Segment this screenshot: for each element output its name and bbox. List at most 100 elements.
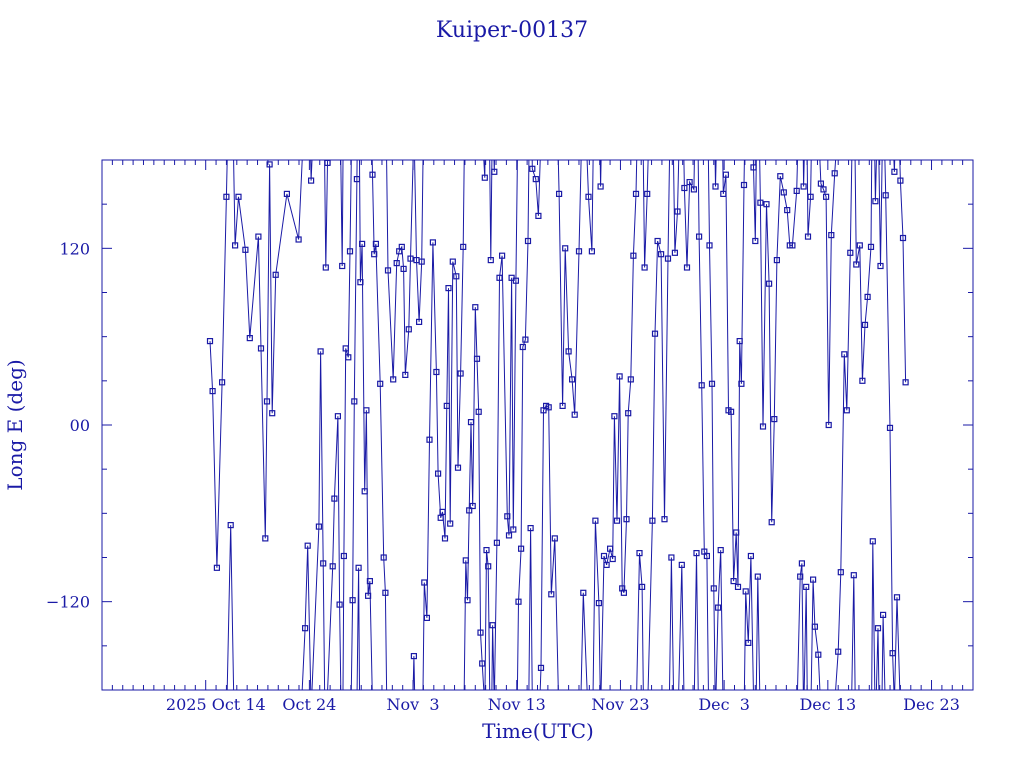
- data-point: [402, 371, 409, 378]
- data-point: [410, 652, 417, 660]
- data-point: [882, 192, 889, 199]
- data-point: [257, 345, 265, 352]
- data-point: [473, 355, 481, 362]
- data-point: [864, 293, 871, 300]
- data-point: [733, 529, 740, 536]
- data-point: [661, 516, 668, 523]
- data-point: [807, 193, 814, 200]
- data-point: [235, 193, 242, 200]
- data-point: [491, 168, 498, 175]
- data-point: [620, 589, 628, 596]
- data-point: [329, 563, 336, 570]
- data-point: [377, 380, 384, 387]
- x-tick-label: Nov 13: [488, 695, 546, 714]
- data-point: [295, 236, 302, 243]
- data-point: [831, 170, 838, 177]
- data-point: [209, 388, 216, 395]
- data-point: [706, 242, 713, 249]
- data-point: [797, 573, 804, 580]
- data-point: [283, 190, 290, 197]
- data-point: [886, 424, 894, 431]
- data-point: [302, 625, 309, 632]
- data-point: [322, 264, 329, 271]
- data-point: [804, 233, 812, 240]
- data-point: [489, 622, 496, 629]
- data-point: [535, 212, 542, 219]
- data-point: [537, 664, 545, 672]
- data-point: [439, 508, 446, 515]
- data-point: [263, 398, 271, 405]
- data-point: [242, 246, 249, 253]
- data-point: [784, 207, 791, 214]
- y-tick-label: 120: [59, 239, 90, 258]
- data-point: [382, 589, 389, 596]
- data-point: [841, 351, 848, 358]
- data-point: [654, 237, 661, 245]
- data-point: [437, 514, 444, 521]
- data-point: [517, 545, 525, 552]
- data-point: [460, 243, 467, 250]
- data-point: [750, 164, 757, 171]
- data-point: [255, 233, 262, 240]
- data-point: [730, 577, 737, 585]
- data-point: [717, 546, 724, 554]
- x-tick-label: Oct 24: [282, 695, 336, 714]
- data-point: [483, 546, 490, 554]
- data-point: [366, 577, 373, 585]
- data-point: [773, 257, 781, 264]
- data-point: [485, 563, 492, 570]
- x-axis-label: Time(UTC): [482, 719, 594, 743]
- data-point: [683, 264, 691, 271]
- data-point: [727, 408, 735, 415]
- data-point: [777, 173, 784, 180]
- data-point: [609, 555, 616, 563]
- data-point: [433, 368, 440, 376]
- data-point: [365, 592, 372, 599]
- data-point: [353, 176, 360, 183]
- data-point: [453, 273, 460, 280]
- data-point: [429, 239, 436, 246]
- data-point: [636, 549, 643, 557]
- data-point: [798, 560, 806, 567]
- data-point: [407, 255, 414, 262]
- data-point: [308, 177, 315, 184]
- data-point: [747, 552, 755, 560]
- x-tick-label: 2025 Oct 14: [166, 695, 266, 714]
- data-point: [789, 242, 796, 249]
- data-point: [623, 516, 630, 523]
- data-point: [477, 629, 484, 636]
- data-point: [522, 336, 529, 343]
- data-point: [512, 277, 520, 284]
- data-point: [780, 189, 787, 196]
- data-point: [763, 201, 770, 208]
- data-point: [227, 521, 234, 529]
- data-point: [657, 251, 665, 258]
- data-point: [317, 348, 324, 355]
- data-point: [627, 376, 634, 383]
- data-point: [357, 279, 364, 286]
- data-point: [467, 419, 475, 426]
- data-point: [361, 488, 368, 495]
- data-point: [613, 517, 621, 524]
- data-point: [668, 554, 675, 561]
- data-point: [219, 379, 226, 386]
- data-point: [765, 280, 773, 287]
- data-point: [345, 354, 352, 361]
- data-point: [351, 398, 358, 405]
- data-point: [835, 648, 842, 655]
- data-point: [371, 251, 378, 258]
- data-point: [262, 535, 269, 542]
- data-point: [515, 598, 522, 605]
- x-tick-label: Dec 3: [698, 695, 750, 714]
- data-point: [595, 599, 603, 607]
- y-axis-label: Long E (deg): [3, 359, 27, 490]
- data-point: [757, 199, 764, 206]
- data-point: [349, 597, 356, 604]
- data-point: [346, 248, 354, 255]
- data-point: [405, 326, 412, 333]
- data-point: [342, 345, 349, 352]
- data-point: [600, 552, 608, 560]
- data-point: [710, 585, 717, 592]
- x-axis-tick-labels: 2025 Oct 14 Oct 24 Nov 3 Nov 13 Nov 23 Dec 3 D…: [166, 695, 960, 714]
- data-point: [671, 249, 679, 256]
